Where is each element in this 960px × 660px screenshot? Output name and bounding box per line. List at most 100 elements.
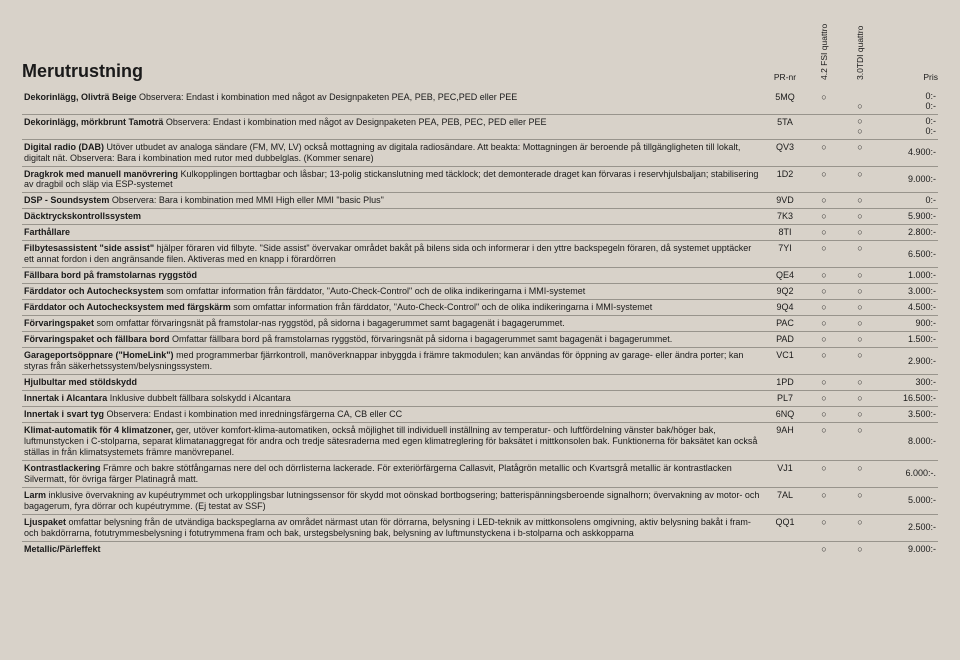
row-opt1: ○ — [806, 422, 842, 460]
row-opt2: ○ — [842, 300, 878, 316]
row-desc: Däcktryckskontrollssystem — [22, 209, 764, 225]
row-price: 4.900:- — [878, 139, 938, 166]
row-price: 6.500:- — [878, 241, 938, 268]
row-desc: Filbytesassistent "side assist" hjälper … — [22, 241, 764, 268]
row-prnr: 7AL — [764, 487, 806, 514]
row-desc: Larm inklusive övervakning av kupéutrymm… — [22, 487, 764, 514]
row-opt1: ○ — [806, 241, 842, 268]
row-opt1: ○ — [806, 90, 842, 114]
row-desc: Färddator och Autochecksystem som omfatt… — [22, 284, 764, 300]
row-prnr: 1PD — [764, 375, 806, 391]
row-opt2: ○ — [842, 348, 878, 375]
row-opt2: ○ — [842, 241, 878, 268]
row-prnr: 9AH — [764, 422, 806, 460]
row-price: 0:- — [878, 193, 938, 209]
row-desc: Förvaringspaket som omfattar förvaringsn… — [22, 316, 764, 332]
row-desc: Innertak i svart tyg Observera: Endast i… — [22, 407, 764, 423]
row-price: 3.000:- — [878, 284, 938, 300]
row-opt2: ○ — [842, 514, 878, 541]
row-opt1: ○ — [806, 487, 842, 514]
row-prnr: 5MQ — [764, 90, 806, 114]
row-opt2: ○○ — [842, 114, 878, 139]
row-opt1: ○ — [806, 209, 842, 225]
row-opt2: ○ — [842, 460, 878, 487]
row-price: 1.000:- — [878, 268, 938, 284]
row-opt1: ○ — [806, 514, 842, 541]
row-price: 4.500:- — [878, 300, 938, 316]
row-opt2: ○ — [842, 541, 878, 556]
row-desc: Fällbara bord på framstolarnas ryggstöd — [22, 268, 764, 284]
row-prnr — [764, 541, 806, 556]
row-prnr: 7K3 — [764, 209, 806, 225]
row-prnr: 6NQ — [764, 407, 806, 423]
row-prnr: PL7 — [764, 391, 806, 407]
row-desc: Hjulbultar med stöldskydd — [22, 375, 764, 391]
row-opt2: ○ — [842, 391, 878, 407]
row-prnr: 9VD — [764, 193, 806, 209]
col-price: Pris — [878, 72, 938, 82]
row-price: 3.500:- — [878, 407, 938, 423]
row-prnr: VJ1 — [764, 460, 806, 487]
row-desc: Farthållare — [22, 225, 764, 241]
row-opt1: ○ — [806, 300, 842, 316]
row-price: 0:-0:- — [878, 114, 938, 139]
row-opt1: ○ — [806, 407, 842, 423]
row-prnr: PAD — [764, 332, 806, 348]
row-opt2: ○ — [842, 209, 878, 225]
row-opt2: ○ — [842, 316, 878, 332]
row-opt1: ○ — [806, 460, 842, 487]
row-desc: Förvaringspaket och fällbara bord Omfatt… — [22, 332, 764, 348]
row-prnr: 9Q4 — [764, 300, 806, 316]
row-desc: Dekorinlägg, Olivträ Beige Observera: En… — [22, 90, 764, 114]
row-prnr: 7YI — [764, 241, 806, 268]
row-prnr: 9Q2 — [764, 284, 806, 300]
row-opt2: ○ — [842, 90, 878, 114]
row-price: 2.800:- — [878, 225, 938, 241]
row-opt1: ○ — [806, 225, 842, 241]
col-prnr: PR-nr — [764, 72, 806, 82]
row-price: 300:- — [878, 375, 938, 391]
row-opt2: ○ — [842, 284, 878, 300]
row-prnr: QV3 — [764, 139, 806, 166]
row-opt2: ○ — [842, 193, 878, 209]
row-prnr: 5TA — [764, 114, 806, 139]
row-prnr: VC1 — [764, 348, 806, 375]
row-desc: Färddator och Autochecksystem med färgsk… — [22, 300, 764, 316]
row-opt1: ○ — [806, 541, 842, 556]
row-desc: Ljuspaket omfattar belysning från de utv… — [22, 514, 764, 541]
row-price: 9.000:- — [878, 166, 938, 193]
row-opt2: ○ — [842, 166, 878, 193]
row-opt1: ○ — [806, 316, 842, 332]
row-desc: Kontrastlackering Främre och bakre stötf… — [22, 460, 764, 487]
row-opt1: ○ — [806, 193, 842, 209]
row-price: 8.000:- — [878, 422, 938, 460]
row-price: 5.900:- — [878, 209, 938, 225]
row-opt2: ○ — [842, 375, 878, 391]
row-opt1: ○ — [806, 139, 842, 166]
equipment-table: Dekorinlägg, Olivträ Beige Observera: En… — [22, 90, 938, 557]
row-price: 2.500:- — [878, 514, 938, 541]
row-desc: Digital radio (DAB) Utöver utbudet av an… — [22, 139, 764, 166]
row-opt1: ○ — [806, 391, 842, 407]
row-opt1: ○ — [806, 375, 842, 391]
row-price: 16.500:- — [878, 391, 938, 407]
row-opt1: ○ — [806, 268, 842, 284]
row-opt1 — [806, 114, 842, 139]
row-opt1: ○ — [806, 284, 842, 300]
row-desc: Klimat-automatik för 4 klimatzoner, ger,… — [22, 422, 764, 460]
row-desc: Innertak i Alcantara Inklusive dubbelt f… — [22, 391, 764, 407]
row-desc: Dekorinlägg, mörkbrunt Tamoträ Observera… — [22, 114, 764, 139]
row-opt2: ○ — [842, 487, 878, 514]
row-prnr: 1D2 — [764, 166, 806, 193]
row-opt2: ○ — [842, 268, 878, 284]
row-prnr: QE4 — [764, 268, 806, 284]
row-opt2: ○ — [842, 225, 878, 241]
row-price: 5.000:- — [878, 487, 938, 514]
row-prnr: PAC — [764, 316, 806, 332]
row-price: 0:-0:- — [878, 90, 938, 114]
row-opt2: ○ — [842, 407, 878, 423]
row-opt1: ○ — [806, 348, 842, 375]
row-price: 900:- — [878, 316, 938, 332]
row-prnr: QQ1 — [764, 514, 806, 541]
row-opt1: ○ — [806, 166, 842, 193]
